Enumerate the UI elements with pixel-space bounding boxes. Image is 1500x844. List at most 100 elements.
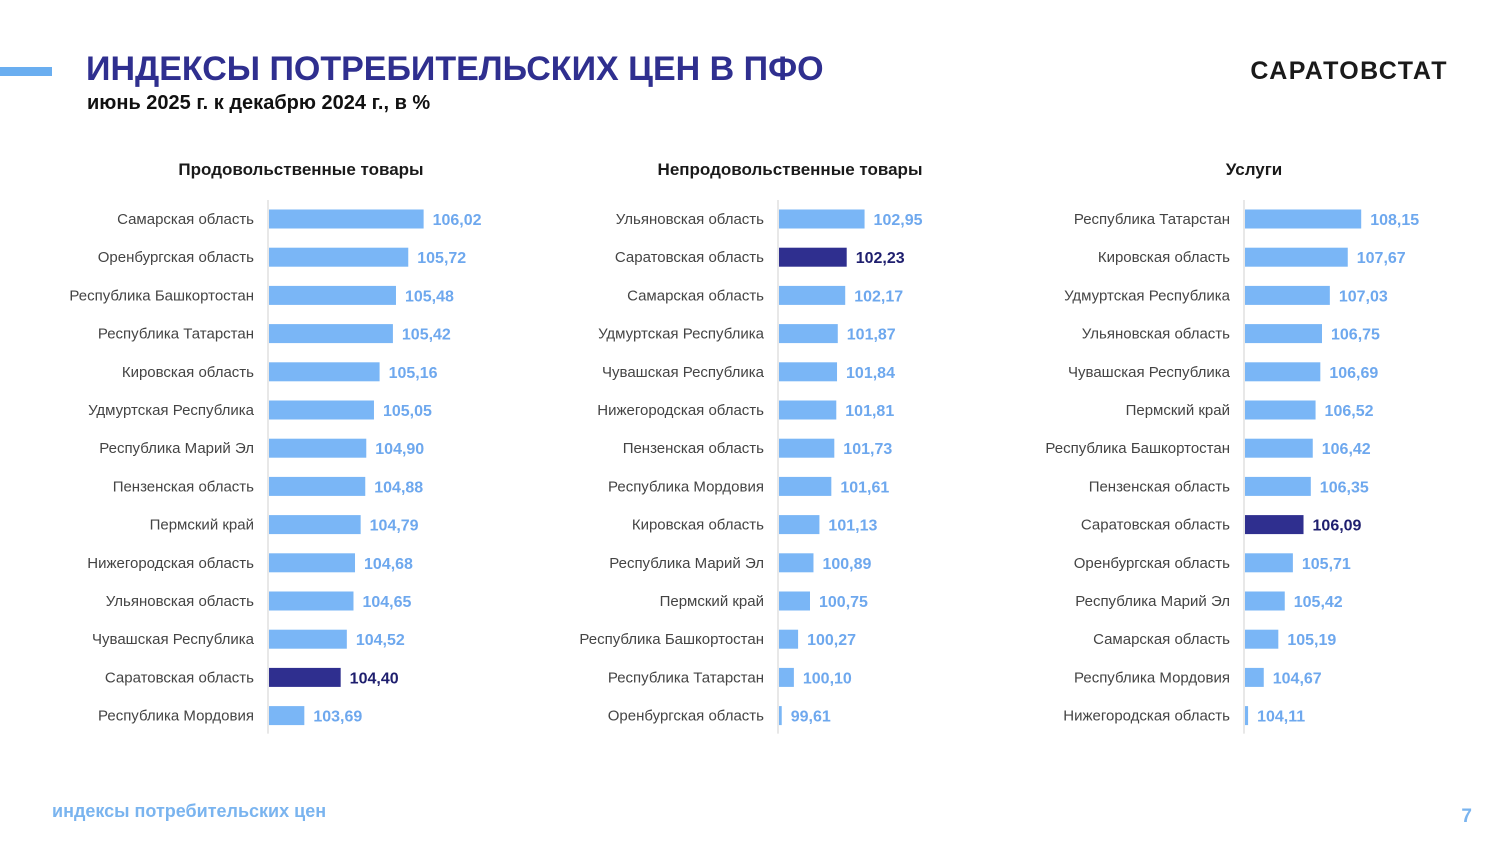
data-label: 102,23 — [856, 250, 905, 267]
bar — [269, 209, 424, 229]
bar — [269, 285, 396, 305]
data-label: 99,61 — [791, 709, 831, 726]
bar — [1245, 438, 1313, 458]
data-label: 105,19 — [1287, 632, 1336, 649]
category-label: Пермский край — [660, 593, 764, 610]
data-label: 100,27 — [807, 632, 856, 649]
category-label: Удмуртская Республика — [598, 326, 765, 343]
data-label: 104,90 — [375, 441, 424, 458]
data-label: 101,84 — [846, 365, 895, 382]
chart-title: Непродовольственные товары — [657, 160, 923, 179]
bar — [779, 400, 837, 420]
category-label: Республика Мордовия — [1074, 669, 1230, 686]
data-label: 101,13 — [828, 518, 877, 535]
data-label: 104,65 — [362, 594, 411, 611]
data-label: 104,79 — [370, 518, 419, 535]
bar-highlight — [779, 247, 847, 267]
category-label: Республика Башкортостан — [69, 287, 254, 304]
chart-food-goods-svg: Самарская область 106,02 Оренбургская обла… — [69, 200, 482, 734]
category-label: Республика Мордовия — [608, 478, 764, 495]
bar — [269, 400, 374, 420]
category-label: Республика Башкортостан — [579, 631, 764, 648]
data-label: 105,42 — [402, 327, 451, 344]
data-label: 107,03 — [1339, 288, 1388, 305]
bar — [269, 324, 393, 344]
bar — [779, 629, 799, 649]
bar — [1245, 362, 1321, 382]
data-label: 104,52 — [356, 632, 405, 649]
data-label: 106,02 — [433, 212, 482, 229]
bar — [1245, 324, 1322, 344]
data-label: 106,35 — [1320, 479, 1369, 496]
category-label: Республика Мордовия — [98, 708, 254, 725]
data-label: 100,75 — [819, 594, 868, 611]
data-label: 106,75 — [1331, 327, 1380, 344]
category-label: Республика Татарстан — [608, 669, 764, 686]
data-label: 105,16 — [389, 365, 438, 382]
bar — [779, 285, 846, 305]
category-label: Республика Марий Эл — [609, 555, 764, 572]
bar — [1245, 667, 1264, 687]
bar — [269, 591, 354, 611]
chart-services-svg: Республика Татарстан 108,15 Кировская обла… — [1045, 200, 1419, 734]
bar — [269, 438, 367, 458]
data-label: 105,72 — [417, 250, 466, 267]
bar — [779, 667, 794, 687]
category-label: Ульяновская область — [106, 593, 254, 610]
data-label: 103,69 — [313, 709, 362, 726]
bar — [269, 362, 380, 382]
category-label: Чувашская Республика — [92, 631, 255, 648]
category-label: Оренбургская область — [608, 708, 764, 725]
bar — [779, 515, 820, 535]
data-label: 100,10 — [803, 670, 852, 687]
bar — [1245, 285, 1330, 305]
category-label: Удмуртская Республика — [1064, 287, 1231, 304]
category-label: Ульяновская область — [1082, 326, 1230, 343]
data-label: 100,89 — [822, 556, 871, 573]
data-label: 106,52 — [1325, 403, 1374, 420]
data-label: 105,05 — [383, 403, 432, 420]
bar — [269, 553, 356, 573]
data-label: 106,09 — [1313, 518, 1362, 535]
category-label: Саратовская область — [105, 669, 254, 686]
data-label: 108,15 — [1370, 212, 1419, 229]
bar — [1245, 629, 1279, 649]
page-title: ИНДЕКСЫ ПОТРЕБИТЕЛЬСКИХ ЦЕН В ПФО — [86, 50, 824, 88]
bar-highlight — [1245, 515, 1304, 535]
category-label: Кировская область — [632, 517, 764, 534]
category-label: Пермский край — [150, 517, 254, 534]
bar — [779, 706, 782, 726]
data-label: 104,40 — [350, 670, 399, 687]
bar — [1245, 706, 1249, 726]
category-label: Республика Татарстан — [98, 326, 254, 343]
page-subtitle: июнь 2025 г. к декабрю 2024 г., в % — [87, 92, 431, 114]
category-label: Оренбургская область — [98, 249, 254, 266]
page-number: 7 — [1461, 806, 1472, 827]
data-label: 101,61 — [840, 479, 889, 496]
data-label: 101,87 — [847, 327, 896, 344]
data-label: 101,73 — [843, 441, 892, 458]
data-label: 105,71 — [1302, 556, 1351, 573]
category-label: Кировская область — [1098, 249, 1230, 266]
bar — [269, 629, 347, 649]
data-label: 106,42 — [1322, 441, 1371, 458]
bar — [779, 476, 832, 496]
chart-title: Услуги — [1225, 160, 1283, 179]
category-label: Самарская область — [1093, 631, 1230, 648]
data-label: 104,88 — [374, 479, 423, 496]
bar — [1245, 591, 1285, 611]
bar — [269, 515, 361, 535]
bar — [779, 362, 838, 382]
category-label: Республика Марий Эл — [99, 440, 254, 457]
data-label: 107,67 — [1357, 250, 1406, 267]
category-label: Нижегородская область — [597, 402, 764, 419]
category-label: Удмуртская Республика — [88, 402, 255, 419]
bar — [269, 706, 305, 726]
category-label: Нижегородская область — [1063, 708, 1230, 725]
category-label: Республика Татарстан — [1074, 211, 1230, 228]
bar — [1245, 247, 1348, 267]
data-label: 102,95 — [874, 212, 923, 229]
data-label: 102,17 — [854, 288, 903, 305]
category-label: Пермский край — [1126, 402, 1230, 419]
bar — [1245, 553, 1293, 573]
